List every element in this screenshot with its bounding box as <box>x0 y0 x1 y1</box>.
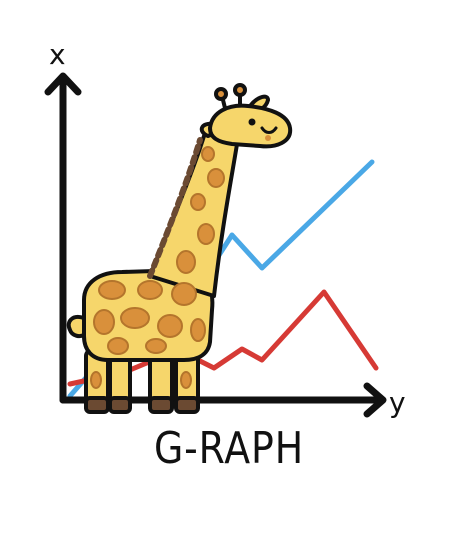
giraffe-tail <box>66 315 88 339</box>
giraffe-ossicone-tip <box>233 83 247 97</box>
giraffe-hoof <box>108 396 132 414</box>
giraffe-hoof <box>84 396 110 414</box>
giraffe-spots <box>90 146 225 389</box>
giraffe-head <box>208 103 293 149</box>
giraffe-smile <box>260 126 278 134</box>
giraffe-ossicone-tip <box>214 87 228 101</box>
vertical-axis-label: x <box>49 38 66 71</box>
giraffe-mane <box>147 137 203 279</box>
giraffe-hoof <box>174 396 200 414</box>
giraffe-cheek <box>265 135 271 141</box>
page-title: G-RAPH <box>153 423 305 474</box>
vertical-axis-arrow-icon <box>44 72 82 96</box>
horizontal-axis-label: y <box>389 386 406 419</box>
giraffe-eye <box>248 118 256 126</box>
red-line <box>67 289 379 387</box>
horizontal-axis-arrow-icon <box>363 382 387 418</box>
giraffe-icon <box>66 83 293 414</box>
giraffe-hoof <box>148 396 174 414</box>
